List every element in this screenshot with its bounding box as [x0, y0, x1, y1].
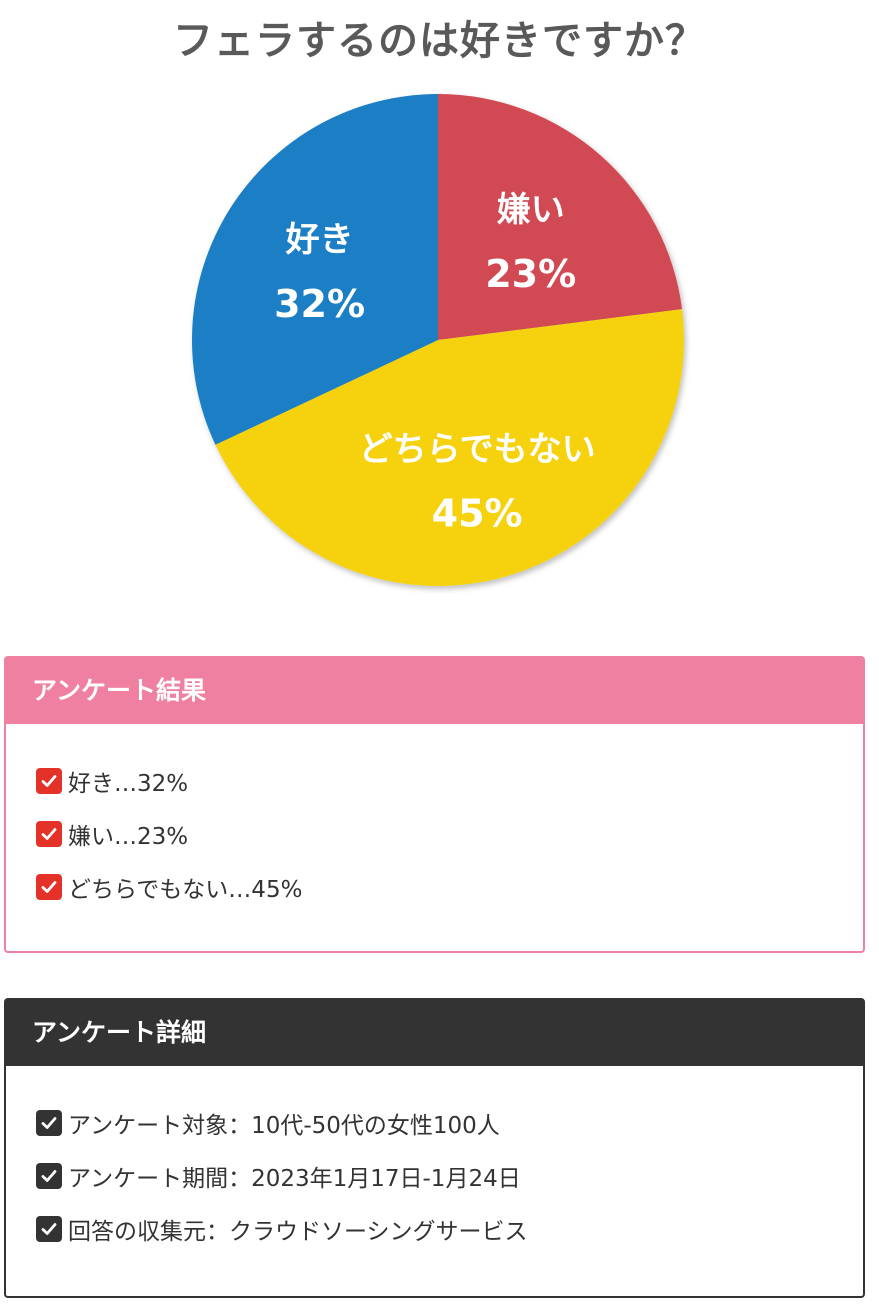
checkbox-checked-icon — [36, 1215, 62, 1242]
survey-details-list: アンケート対象：10代-50代の女性100人 アンケート期間：2023年1月17… — [6, 1066, 863, 1255]
pie-slice — [438, 94, 683, 340]
detail-item-label: アンケート期間：2023年1月17日-1月24日 — [68, 1165, 521, 1192]
checkbox-checked-icon — [36, 820, 62, 847]
survey-results-box: アンケート結果 好き…32% 嫌い…23% どちらでもない…45% — [4, 656, 865, 953]
pie-slice — [192, 94, 438, 445]
survey-results-title: アンケート結果 — [6, 658, 863, 724]
list-item: 好き…32% — [36, 754, 863, 807]
checkbox-checked-icon — [36, 873, 62, 900]
chart-title: フェラするのは好きですか？ — [173, 18, 706, 64]
result-item-label: どちらでもない…45% — [68, 876, 303, 903]
list-item: 嫌い…23% — [36, 807, 863, 860]
list-item: どちらでもない…45% — [36, 860, 863, 913]
list-item: アンケート対象：10代-50代の女性100人 — [36, 1096, 863, 1149]
checkbox-checked-icon — [36, 1109, 62, 1136]
slice-name-label: 嫌い — [497, 190, 565, 230]
survey-details-title: アンケート詳細 — [6, 1000, 863, 1066]
result-item-label: 好き…32% — [68, 770, 189, 797]
slice-value-label: 45% — [432, 492, 523, 536]
pie-chart: 嫌い 23% どちらでもない 45% 好き 32% — [192, 94, 684, 586]
checkbox-checked-icon — [36, 767, 62, 794]
survey-results-list: 好き…32% 嫌い…23% どちらでもない…45% — [6, 724, 863, 913]
slice-name-label: 好き — [285, 220, 354, 260]
slice-name-label: どちらでもない — [359, 430, 596, 470]
slice-value-label: 32% — [274, 282, 365, 326]
detail-item-label: アンケート対象：10代-50代の女性100人 — [68, 1112, 500, 1139]
survey-details-box: アンケート詳細 アンケート対象：10代-50代の女性100人 アンケート期間：2… — [4, 998, 865, 1298]
slice-value-label: 23% — [485, 252, 576, 296]
list-item: アンケート期間：2023年1月17日-1月24日 — [36, 1149, 863, 1202]
list-item: 回答の収集元：クラウドソーシングサービス — [36, 1202, 863, 1255]
detail-item-label: 回答の収集元：クラウドソーシングサービス — [68, 1218, 528, 1245]
checkbox-checked-icon — [36, 1162, 62, 1189]
result-item-label: 嫌い…23% — [68, 823, 189, 850]
pie-slice — [215, 309, 684, 586]
